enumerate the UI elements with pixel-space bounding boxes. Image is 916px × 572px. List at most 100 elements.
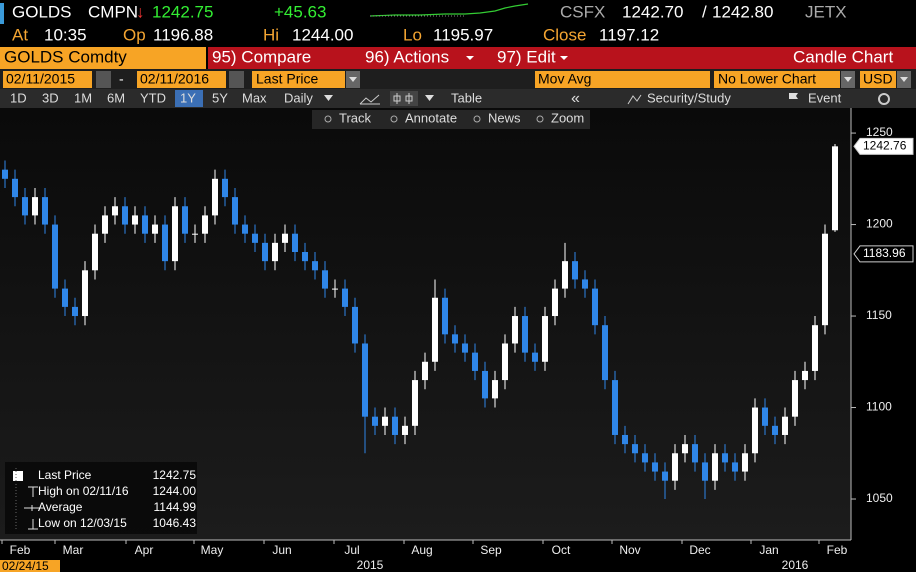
candle-body <box>442 297 448 335</box>
period-selected <box>175 90 203 107</box>
candle-body <box>282 233 288 243</box>
candle-body <box>832 146 838 231</box>
candle-body <box>712 453 718 481</box>
security-box[interactable] <box>0 47 206 69</box>
candle-body <box>362 343 368 417</box>
period-button[interactable]: 1M <box>74 90 92 105</box>
candle-body <box>32 197 38 216</box>
candle-body <box>12 178 18 198</box>
y-tick-label: 1150 <box>866 308 892 322</box>
x-tick-label: Sep <box>480 543 502 557</box>
table-button[interactable]: Table <box>451 90 482 105</box>
menu-item[interactable]: 96) Actions <box>365 47 449 66</box>
candle-body <box>752 407 758 454</box>
period-button[interactable]: 1Y <box>180 90 196 105</box>
x-tick-label: Aug <box>411 543 432 557</box>
candle-body <box>22 197 28 216</box>
candle-body <box>432 297 438 362</box>
candle-body <box>412 380 418 426</box>
candle-body <box>312 261 318 271</box>
candle-body <box>662 471 668 481</box>
start-date[interactable]: 02/11/2015 <box>6 71 75 87</box>
candle-body <box>802 370 808 381</box>
study-icon <box>627 94 642 105</box>
high-value: 1244.00 <box>292 25 353 44</box>
period-button[interactable]: YTD <box>140 90 166 105</box>
currency[interactable]: USD <box>863 71 893 87</box>
candle-body <box>522 316 528 353</box>
value-marker <box>853 137 914 155</box>
menu-item[interactable]: 95) Compare <box>212 47 311 66</box>
chart-tool[interactable]: Zoom <box>551 110 584 125</box>
contributor: CSFX <box>560 2 605 21</box>
period-button[interactable]: 5Y <box>212 90 228 105</box>
source: CMPN <box>88 2 138 21</box>
candle-body <box>552 288 558 317</box>
security-study[interactable]: Security/Study <box>647 90 731 105</box>
candle-body <box>502 343 508 381</box>
candle-body <box>702 462 708 481</box>
candle-body <box>772 425 778 435</box>
y-tick-label: 1200 <box>866 217 893 231</box>
caret <box>425 95 434 101</box>
legend-symbol <box>28 486 38 497</box>
chart-tool[interactable]: News <box>488 110 521 125</box>
legend-symbol <box>24 505 40 511</box>
candle-body <box>62 288 68 307</box>
candle-body <box>512 316 518 344</box>
period-button[interactable]: 6M <box>107 90 125 105</box>
candle-body <box>92 233 98 271</box>
candle-body <box>252 233 258 243</box>
security[interactable]: GOLDS Comdty <box>4 47 127 66</box>
period-button[interactable]: 1D <box>10 90 27 105</box>
candle-body <box>182 206 188 234</box>
gear-icon <box>878 93 891 105</box>
chart-tool[interactable]: Annotate <box>405 110 457 125</box>
low-value: 1195.97 <box>433 25 493 44</box>
legend-value: 1046.43 <box>153 516 197 530</box>
ticker: GOLDS <box>12 2 72 21</box>
study[interactable]: Mov Avg <box>538 71 591 87</box>
back-button[interactable]: « <box>571 90 580 107</box>
candle-body <box>422 361 428 381</box>
frequency[interactable]: Daily <box>284 90 313 105</box>
dropdown-caret <box>844 77 852 82</box>
value-marker <box>853 245 914 263</box>
candle-body <box>622 434 628 445</box>
start-date-field[interactable] <box>3 71 92 88</box>
menu-item[interactable]: 97) Edit <box>497 47 556 66</box>
end-date[interactable]: 02/11/2016 <box>140 71 209 87</box>
dropdown-caret <box>900 77 908 82</box>
calendar-icon[interactable] <box>96 71 111 88</box>
calendar-icon[interactable] <box>229 71 244 88</box>
legend-label: Low on 12/03/15 <box>38 516 127 530</box>
net-change: +45.63 <box>274 2 326 21</box>
period-bar <box>0 89 916 108</box>
candle-body <box>272 242 278 262</box>
chart-tool[interactable]: Track <box>339 110 372 125</box>
chart-type: Candle Chart <box>793 47 893 66</box>
open-label: Op <box>123 25 146 44</box>
field[interactable]: Last Price <box>256 71 318 87</box>
change-arrow: ↓ <box>136 2 145 21</box>
lower-chart[interactable]: No Lower Chart <box>718 71 816 87</box>
period-button[interactable]: Max <box>242 90 267 105</box>
currency-select[interactable] <box>860 71 896 88</box>
candle-body <box>592 288 598 326</box>
lower-chart-select[interactable] <box>714 71 840 88</box>
candle-body <box>462 343 468 353</box>
event-button[interactable]: Event <box>808 90 842 105</box>
candle-body <box>42 197 48 225</box>
study-field[interactable] <box>535 71 710 88</box>
time-label: At <box>12 25 28 44</box>
end-date-field[interactable] <box>137 71 226 88</box>
field-select[interactable] <box>252 71 345 88</box>
tool-icon <box>324 115 332 123</box>
separator: / <box>702 2 707 21</box>
candle-body <box>562 261 568 289</box>
candle-body <box>342 288 348 307</box>
candle-body <box>2 169 8 179</box>
candle-body <box>582 279 588 289</box>
period-button[interactable]: 3D <box>42 90 59 105</box>
